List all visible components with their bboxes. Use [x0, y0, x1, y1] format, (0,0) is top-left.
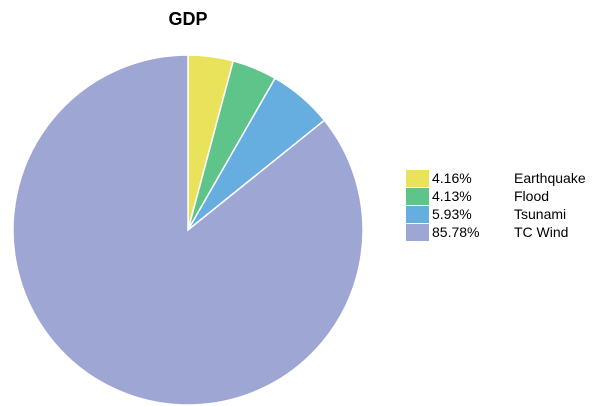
- legend-percent-tc-wind: 85.78%: [432, 224, 479, 240]
- pie-slices: [12, 54, 364, 406]
- legend-label-flood: Flood: [514, 188, 549, 204]
- pie-slice-tc-wind: [12, 54, 364, 406]
- legend-label-earthquake: Earthquake: [514, 170, 586, 186]
- legend-swatch-flood: [406, 188, 429, 205]
- legend-label-tc-wind: TC Wind: [514, 224, 568, 240]
- legend: 4.16% Earthquake 4.13% Flood 5.93% Tsunami 85.…: [406, 170, 586, 241]
- chart-title: GDP: [168, 9, 207, 29]
- legend-percent-tsunami: 5.93%: [432, 206, 472, 222]
- legend-swatch-earthquake: [406, 170, 429, 187]
- legend-percent-earthquake: 4.16%: [432, 170, 472, 186]
- legend-label-tsunami: Tsunami: [514, 206, 566, 222]
- legend-percent-flood: 4.13%: [432, 188, 472, 204]
- legend-swatch-tc-wind: [406, 224, 429, 241]
- legend-swatch-tsunami: [406, 206, 429, 223]
